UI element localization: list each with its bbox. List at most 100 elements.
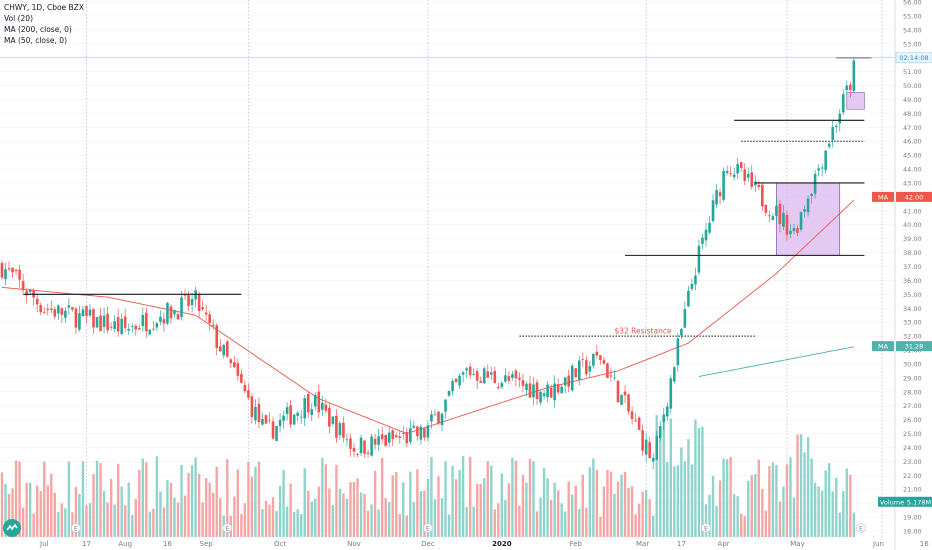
volume-bar — [792, 497, 796, 537]
volume-bar — [852, 512, 856, 537]
volume-bar — [761, 488, 764, 537]
candle-body — [613, 377, 616, 379]
candle-body — [669, 378, 673, 409]
candle — [606, 362, 609, 379]
candle — [81, 305, 85, 317]
candle-body — [356, 453, 359, 455]
candle — [782, 204, 785, 231]
candle-body — [190, 299, 194, 306]
y-axis-tick-label: 54.00 — [903, 26, 922, 34]
candle — [560, 385, 563, 394]
volume-bar — [842, 491, 845, 537]
volume-bar — [546, 478, 549, 537]
y-axis-tick-label: 28.00 — [903, 388, 922, 396]
volume-bar — [113, 504, 116, 537]
candle-body — [278, 419, 282, 427]
candle-body — [233, 362, 236, 368]
volume-bar — [630, 486, 634, 537]
candle — [373, 433, 377, 450]
x-axis-tick-label: Oct — [274, 540, 286, 548]
volume-bar — [155, 456, 159, 537]
candle — [683, 301, 687, 328]
candle-body — [722, 170, 725, 200]
candle-body — [331, 416, 335, 424]
candle-body — [88, 309, 92, 316]
candle — [768, 210, 771, 223]
tradingview-logo-icon[interactable] — [3, 519, 21, 537]
volume-bar — [849, 475, 852, 537]
candle — [218, 339, 222, 353]
candle — [806, 195, 810, 217]
candle-body — [725, 171, 729, 174]
earnings-marker-circle — [855, 523, 866, 533]
volume-bar — [303, 468, 306, 537]
volume-bar — [497, 503, 500, 537]
candle — [673, 365, 676, 384]
candle — [722, 167, 725, 202]
volume-bar — [440, 498, 444, 537]
volume-bar — [307, 490, 310, 537]
volume-bar — [7, 494, 11, 537]
candle-body — [768, 215, 771, 217]
volume-bar — [451, 465, 454, 537]
candle — [789, 224, 792, 239]
current-time-badge: 02:14:08 — [895, 52, 932, 63]
candle-body — [176, 314, 180, 320]
volume-bar — [799, 434, 803, 537]
candle — [729, 166, 732, 177]
y-axis-tick-label: 35.00 — [903, 291, 922, 299]
candle-body — [546, 384, 549, 398]
candle-body — [715, 190, 718, 205]
candle — [109, 322, 113, 331]
candle — [28, 288, 32, 295]
candle — [592, 353, 595, 369]
volume-bar — [676, 465, 680, 537]
volume-bar — [4, 483, 7, 537]
candle — [243, 380, 247, 394]
candle — [525, 381, 528, 397]
candle — [648, 436, 651, 459]
volume-bar — [623, 471, 627, 537]
volume-bar — [366, 510, 370, 537]
volume-bar — [236, 469, 240, 537]
candle-body — [162, 319, 166, 324]
volume-bar — [180, 464, 183, 537]
candle-body — [292, 414, 296, 425]
candle — [317, 384, 321, 419]
candle-body — [750, 172, 754, 187]
candle — [451, 378, 454, 396]
candle — [303, 394, 307, 426]
candle-body — [687, 290, 690, 307]
volume-bar — [835, 477, 838, 537]
candle — [518, 372, 521, 388]
candle — [328, 402, 331, 434]
candle-body — [257, 403, 261, 422]
candle-body — [53, 309, 57, 317]
candle-body — [676, 338, 680, 366]
volume-bar — [141, 458, 144, 537]
candle-body — [852, 60, 856, 92]
candle — [732, 167, 736, 181]
volume-bar — [813, 482, 817, 537]
candle-body — [306, 394, 310, 413]
candle-body — [479, 380, 483, 383]
y-axis-tick-label: 33.00 — [903, 319, 922, 327]
candle-body — [7, 268, 11, 270]
candle-body — [250, 396, 254, 418]
candle-body — [0, 262, 4, 278]
volume-bar — [578, 509, 581, 537]
volume-bar — [197, 473, 201, 537]
candle-body — [616, 380, 620, 403]
candle-body — [753, 181, 757, 186]
candle-body — [215, 325, 219, 348]
candle-body — [665, 406, 669, 417]
volume-bar — [43, 461, 46, 537]
candle — [254, 399, 257, 425]
candle — [497, 382, 500, 390]
candle — [359, 434, 363, 457]
volume-bar — [454, 479, 458, 537]
candle — [39, 302, 43, 316]
volume-bar — [233, 496, 236, 537]
candle-body — [130, 326, 134, 328]
